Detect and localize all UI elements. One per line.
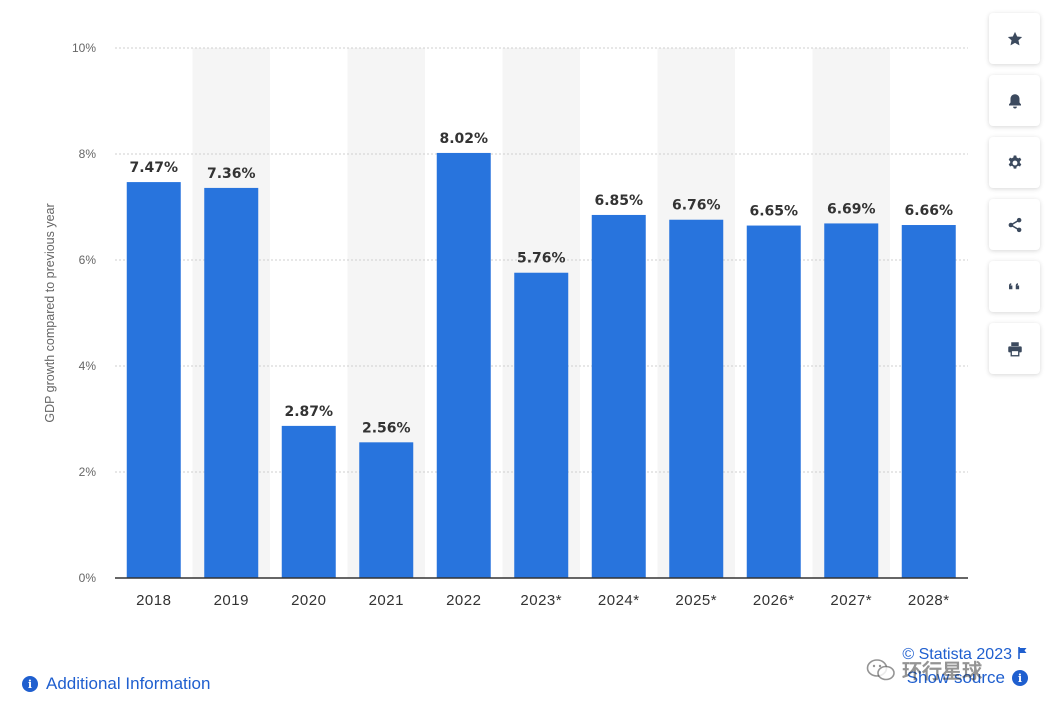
x-tick-label: 2021 [369,592,404,609]
bar [126,182,181,578]
x-tick-label: 2024* [598,592,640,609]
copyright-link[interactable]: © Statista 2023 [902,646,1028,664]
value-label: 6.85% [594,193,643,209]
x-tick-label: 2023* [520,592,562,609]
star-icon [1007,31,1022,45]
print-button[interactable] [989,323,1040,374]
value-label: 6.66% [904,203,953,219]
info-icon: i [22,676,38,692]
copyright-text: © Statista 2023 [902,646,1012,663]
bell-icon [1008,93,1021,108]
x-tick-label: 2018 [136,592,171,609]
value-label: 7.47% [129,160,178,176]
bar [359,442,414,578]
x-tick-label: 2027* [830,592,872,609]
favorite-button[interactable] [989,13,1040,64]
y-axis-ticks: 0% 2% 4% 6% 8% 10% [72,41,96,585]
show-source-link[interactable]: Show source i [902,668,1028,688]
x-axis-labels: 2018 2019 2020 2021 2022 2023* 2024* 2025* 2026*… [136,592,950,609]
flag-icon [1018,646,1028,664]
printer-icon [1007,341,1022,356]
y-tick-label: 2% [79,465,97,479]
additional-information-label: Additional Information [46,674,211,693]
x-tick-label: 2022 [446,592,481,609]
gear-icon [1008,155,1021,169]
y-tick-label: 4% [79,359,97,373]
cite-button[interactable] [989,261,1040,312]
source-area: © Statista 2023 Show source i [902,646,1028,688]
x-tick-label: 2025* [675,592,717,609]
x-tick-label: 2020 [291,592,326,609]
value-label: 8.02% [439,131,488,147]
y-axis-title: GDP growth compared to previous year [43,203,57,422]
quote-icon [1008,282,1019,289]
settings-button[interactable] [989,137,1040,188]
show-source-label: Show source [906,668,1005,687]
x-tick-label: 2019 [214,592,249,609]
value-label: 6.69% [827,201,876,217]
bar [824,223,879,578]
info-icon: i [1012,670,1028,686]
bar [436,152,491,578]
side-toolbar [989,13,1041,385]
value-label: 2.56% [362,420,411,436]
bar [901,225,956,578]
y-tick-label: 10% [72,41,96,55]
bar [746,225,801,579]
bars [126,152,956,579]
value-label: 6.65% [749,204,798,220]
value-labels: 7.47% 7.36% 2.87% 2.56% 8.02% 5.76% 6.85% 6.76%… [129,131,953,436]
additional-information-link[interactable]: i Additional Information [22,674,210,694]
bar [591,214,646,578]
value-label: 2.87% [284,404,333,420]
value-label: 6.76% [672,198,721,214]
x-tick-label: 2026* [753,592,795,609]
y-tick-label: 8% [79,147,97,161]
bar [281,425,336,578]
bar [669,219,724,578]
x-tick-label: 2028* [908,592,950,609]
share-icon [1008,217,1021,232]
bar [514,272,569,578]
value-label: 7.36% [207,166,256,182]
notification-button[interactable] [989,75,1040,126]
y-tick-label: 6% [79,253,97,267]
value-label: 5.76% [517,251,566,267]
share-button[interactable] [989,199,1040,250]
bar [204,187,259,579]
y-tick-label: 0% [79,571,97,585]
